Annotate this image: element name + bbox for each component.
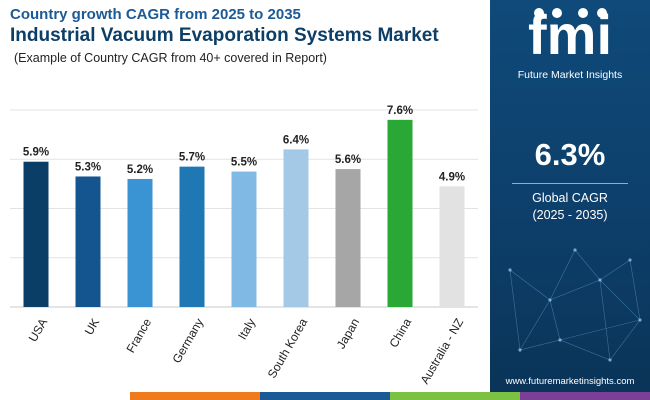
chart-title: Industrial Vacuum Evaporation Systems Ma… (10, 25, 439, 46)
x-tick-label: Australia - NZ (417, 316, 466, 387)
x-tick-label: Italy (235, 316, 258, 342)
global-cagr-period: (2025 - 2035) (532, 208, 608, 222)
x-tick-label: Japan (334, 316, 362, 351)
data-label: 4.9% (439, 171, 465, 183)
summary-panel: fmi Future Market Insights 6.3% Global C… (490, 0, 650, 392)
bar (439, 186, 465, 307)
global-cagr-title: Global CAGR (532, 191, 608, 205)
x-tick-label: UK (82, 316, 102, 337)
bar (23, 161, 49, 307)
logo-dot-icon (534, 8, 544, 18)
x-tick-label: USA (26, 316, 50, 344)
data-label: 5.6% (335, 154, 361, 166)
data-label: 5.7% (179, 152, 205, 164)
brand-name: Future Market Insights (517, 69, 623, 81)
x-tick-label: China (386, 316, 414, 350)
bar (387, 119, 413, 307)
logo-dot-icon (552, 8, 562, 18)
bottom-bar-segment (520, 392, 650, 400)
bar (283, 149, 309, 307)
bar (127, 178, 153, 307)
data-label: 5.5% (231, 157, 257, 169)
x-tick-label: France (123, 316, 154, 356)
panel-divider (512, 183, 628, 184)
data-label: 6.4% (283, 134, 309, 146)
bar-chart: 5.9% USA 5.3% UK 5.2% France 5.7% Germany 5.5% It… (10, 105, 478, 387)
data-label: 7.6% (387, 105, 413, 117)
network-decoration-icon (508, 248, 642, 362)
x-tick-label: South Korea (265, 316, 311, 381)
bar (335, 169, 361, 307)
data-label: 5.9% (23, 147, 49, 159)
data-label: 5.2% (127, 164, 153, 176)
global-cagr-value: 6.3% (534, 137, 606, 172)
global-cagr-label: Global CAGR (2025 - 2035) (490, 190, 650, 224)
chart-header: Country growth CAGR from 2025 to 2035 In… (10, 6, 490, 66)
bar (231, 171, 257, 307)
data-label: 5.3% (75, 161, 101, 173)
fmi-logo-icon: fmi (528, 3, 612, 66)
logo-dot-icon (597, 8, 607, 18)
bar (179, 166, 205, 307)
bar (75, 176, 101, 307)
bottom-bar-segment (130, 392, 260, 400)
chart-subtitle: Country growth CAGR from 2025 to 2035 (10, 6, 301, 23)
x-tick-label: Germany (169, 316, 206, 366)
bottom-bar-segment (390, 392, 520, 400)
chart-note: (Example of Country CAGR from 40+ covere… (14, 51, 327, 65)
bottom-bar-segment (0, 392, 130, 400)
fmi-logo: fmi Future Market Insights (490, 3, 650, 81)
bottom-color-bar (0, 392, 650, 400)
logo-dot-icon (578, 8, 588, 18)
website-url: www.futuremarketinsights.com (505, 376, 635, 387)
bottom-bar-segment (260, 392, 390, 400)
